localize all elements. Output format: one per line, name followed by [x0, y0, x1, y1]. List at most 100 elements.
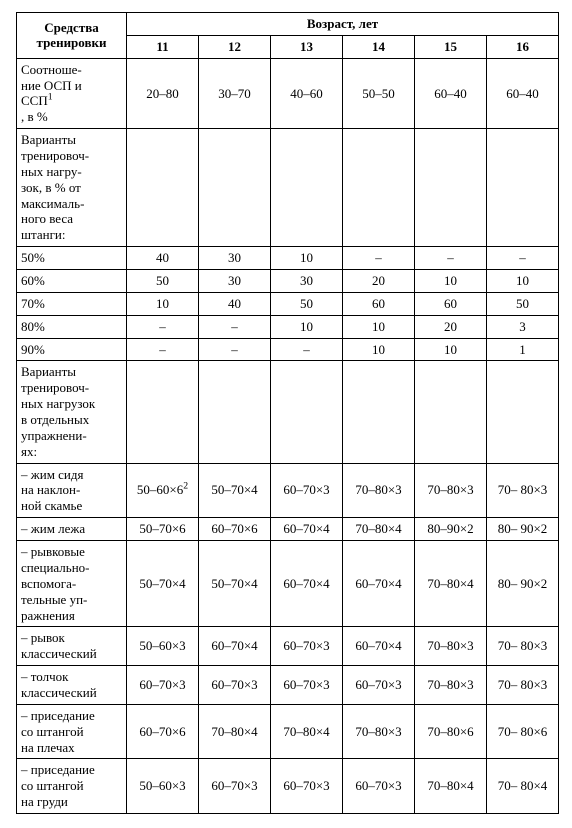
cell: 60–70×3	[271, 463, 343, 518]
cell: 70– 80×3	[487, 627, 559, 666]
cell: –	[199, 338, 271, 361]
cell: 10	[271, 315, 343, 338]
cell	[127, 129, 199, 247]
table-row: 90%–––10101	[17, 338, 559, 361]
header-row-1: Средства тренировки Возраст, лет	[17, 13, 559, 36]
cell: 20	[415, 315, 487, 338]
cell: –	[343, 247, 415, 270]
row-label: – толчок классический	[17, 666, 127, 705]
table-row: 50%403010–––	[17, 247, 559, 270]
cell: 70–80×3	[415, 627, 487, 666]
table-row: Соотноше-ние ОСП и ССП1, в %20–8030–7040…	[17, 58, 559, 128]
age-col-13: 13	[271, 35, 343, 58]
cell: 50–60×3	[127, 759, 199, 814]
cell: 60–40	[487, 58, 559, 128]
cell: 30	[199, 270, 271, 293]
cell: 10	[271, 247, 343, 270]
cell: 40	[199, 292, 271, 315]
table-row: – рывок классический50–60×360–70×460–70×…	[17, 627, 559, 666]
age-col-16: 16	[487, 35, 559, 58]
cell: –	[271, 338, 343, 361]
cell: 60	[415, 292, 487, 315]
cell: –	[199, 315, 271, 338]
cell: 50	[127, 270, 199, 293]
row-label: 70%	[17, 292, 127, 315]
cell	[487, 129, 559, 247]
cell: 3	[487, 315, 559, 338]
row-label: 50%	[17, 247, 127, 270]
cell: 10	[415, 338, 487, 361]
cell: 60–70×3	[271, 627, 343, 666]
age-col-15: 15	[415, 35, 487, 58]
cell	[487, 361, 559, 463]
row-header-title: Средства тренировки	[17, 13, 127, 59]
table-row: – жим сидя на наклон-ной скамье50–60×625…	[17, 463, 559, 518]
cell: –	[415, 247, 487, 270]
age-group-header: Возраст, лет	[127, 13, 559, 36]
page: Средства тренировки Возраст, лет 1112131…	[0, 0, 572, 828]
cell: 20–80	[127, 58, 199, 128]
cell: 20	[343, 270, 415, 293]
cell: 10	[343, 338, 415, 361]
cell: 50–70×6	[127, 518, 199, 541]
cell: 40	[127, 247, 199, 270]
cell: 60–70×4	[271, 541, 343, 627]
cell: 70–80×6	[415, 704, 487, 759]
cell: 60–70×4	[271, 518, 343, 541]
table-row: – приседание со штангой на груди50–60×36…	[17, 759, 559, 814]
cell: 10	[415, 270, 487, 293]
cell: 70–80×4	[343, 518, 415, 541]
training-table: Средства тренировки Возраст, лет 1112131…	[16, 12, 559, 814]
cell: 50–70×4	[199, 463, 271, 518]
age-col-14: 14	[343, 35, 415, 58]
cell: 10	[487, 270, 559, 293]
cell: 60–40	[415, 58, 487, 128]
cell: –	[127, 315, 199, 338]
cell	[343, 129, 415, 247]
cell: 70–80×4	[415, 759, 487, 814]
age-col-11: 11	[127, 35, 199, 58]
row-label: Варианты тренировоч-ных нагру-зок, в % о…	[17, 129, 127, 247]
cell: 60–70×3	[343, 666, 415, 705]
cell: 60–70×6	[199, 518, 271, 541]
cell: 10	[127, 292, 199, 315]
table-row: 80%––1010203	[17, 315, 559, 338]
cell: 50	[271, 292, 343, 315]
cell: 40–60	[271, 58, 343, 128]
cell: 50–60×3	[127, 627, 199, 666]
cell: 70–80×3	[415, 666, 487, 705]
cell: 70–80×4	[415, 541, 487, 627]
table-row: – толчок классический60–70×360–70×360–70…	[17, 666, 559, 705]
cell: 70–80×3	[415, 463, 487, 518]
cell: 80– 90×2	[487, 518, 559, 541]
cell: 70–80×4	[271, 704, 343, 759]
table-row: 70%104050606050	[17, 292, 559, 315]
cell: 30–70	[199, 58, 271, 128]
table-row: Варианты тренировоч-ных нагру-зок, в % о…	[17, 129, 559, 247]
cell: 70–80×3	[343, 704, 415, 759]
cell: 60–70×3	[199, 759, 271, 814]
cell: 60–70×3	[271, 759, 343, 814]
cell	[127, 361, 199, 463]
cell: 50–60×62	[127, 463, 199, 518]
row-label: – рывок классический	[17, 627, 127, 666]
cell	[199, 129, 271, 247]
cell: –	[127, 338, 199, 361]
cell	[271, 361, 343, 463]
cell: 1	[487, 338, 559, 361]
row-label: – рывковые специально-вспомога-тельные у…	[17, 541, 127, 627]
cell: 30	[271, 270, 343, 293]
table-row: Варианты тренировоч-ных нагрузок в отдел…	[17, 361, 559, 463]
cell	[415, 361, 487, 463]
cell: 60–70×3	[199, 666, 271, 705]
cell: 50	[487, 292, 559, 315]
cell: 80–90×2	[415, 518, 487, 541]
cell: 10	[343, 315, 415, 338]
cell: 80– 90×2	[487, 541, 559, 627]
cell: 50–70×4	[127, 541, 199, 627]
cell: 60–70×4	[199, 627, 271, 666]
row-label: 80%	[17, 315, 127, 338]
cell: 60–70×4	[343, 541, 415, 627]
cell: 60–70×3	[127, 666, 199, 705]
row-label: Варианты тренировоч-ных нагрузок в отдел…	[17, 361, 127, 463]
